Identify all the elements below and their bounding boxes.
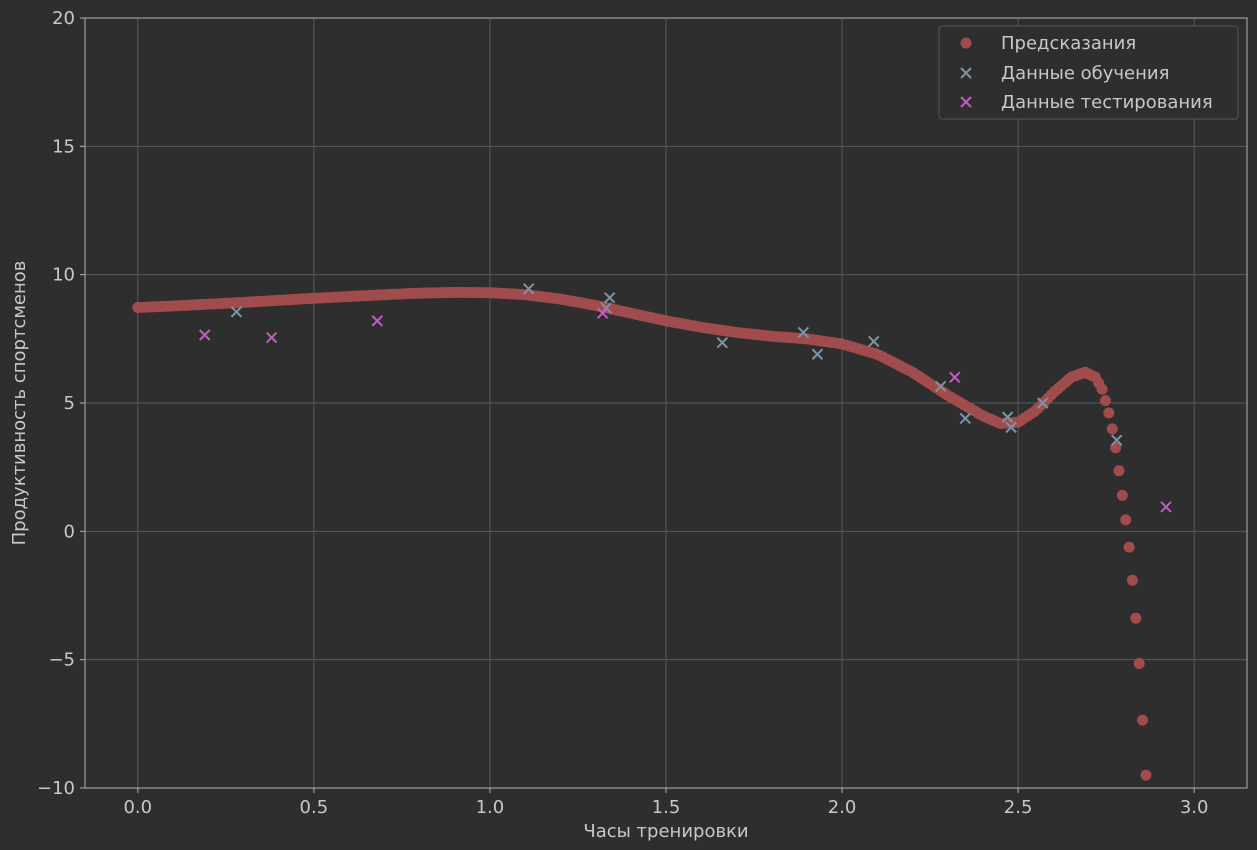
testing-series [199, 307, 1172, 513]
legend-test-label: Данные тестирования [1001, 92, 1213, 113]
prediction-point [1099, 395, 1111, 407]
prediction-point [1120, 514, 1132, 526]
legend-predictions-marker [960, 37, 972, 49]
y-axis-label: Продуктивность спортсменов [9, 261, 30, 546]
train-point [1111, 434, 1123, 446]
train-point [230, 306, 243, 318]
legend: Предсказания Данные обучения Данные тест… [938, 25, 1239, 120]
train-point [811, 348, 824, 360]
train-point [600, 302, 612, 314]
y-tick-label: 5 [64, 393, 75, 414]
test-point [199, 329, 211, 341]
x-tick-label: 3.0 [1180, 797, 1209, 818]
y-axis-ticks: −10 −5 0 5 10 15 20 [37, 8, 85, 799]
test-point [949, 371, 961, 384]
x-tick-label: 0.0 [123, 797, 152, 818]
training-series [230, 283, 1123, 446]
prediction-point [1126, 574, 1138, 586]
test-point [265, 331, 278, 344]
prediction-point [1123, 541, 1135, 553]
legend-train-label: Данные обучения [1001, 63, 1169, 84]
train-point [1001, 411, 1014, 423]
train-point [1005, 421, 1017, 434]
x-tick-label: 1.5 [652, 797, 681, 818]
train-point [522, 283, 535, 295]
train-point [716, 336, 729, 349]
x-axis-label: Часы тренировки [583, 821, 748, 842]
y-tick-label: 0 [64, 521, 75, 542]
train-point [868, 335, 880, 348]
train-point [797, 326, 810, 339]
legend-box [938, 25, 1239, 120]
prediction-point [1140, 769, 1152, 781]
y-tick-label: 20 [52, 8, 75, 29]
y-tick-label: 15 [52, 136, 75, 157]
train-point [603, 292, 616, 304]
prediction-point [1137, 714, 1149, 726]
prediction-point [1113, 465, 1125, 477]
legend-test-marker [960, 96, 972, 108]
test-point [371, 315, 383, 327]
y-tick-label: −5 [48, 650, 75, 671]
test-point [1160, 501, 1172, 513]
x-tick-label: 2.5 [1004, 797, 1033, 818]
x-tick-label: 2.0 [828, 797, 857, 818]
prediction-point [1096, 383, 1108, 395]
y-tick-label: −10 [37, 778, 75, 799]
train-point [934, 380, 947, 393]
prediction-point [1106, 423, 1118, 435]
train-point [959, 412, 972, 425]
train-point [1037, 397, 1049, 409]
x-tick-label: 0.5 [300, 797, 329, 818]
prediction-point [1103, 407, 1115, 419]
test-point [596, 307, 609, 319]
x-axis-ticks: 0.0 0.5 1.0 1.5 2.0 2.5 3.0 [123, 788, 1209, 818]
legend-predictions-label: Предсказания [1001, 33, 1136, 54]
y-tick-label: 10 [52, 265, 75, 286]
prediction-point [1116, 489, 1128, 501]
x-tick-label: 1.0 [476, 797, 505, 818]
legend-train-marker [960, 67, 972, 79]
prediction-point [1130, 612, 1142, 624]
prediction-point [1133, 657, 1145, 669]
